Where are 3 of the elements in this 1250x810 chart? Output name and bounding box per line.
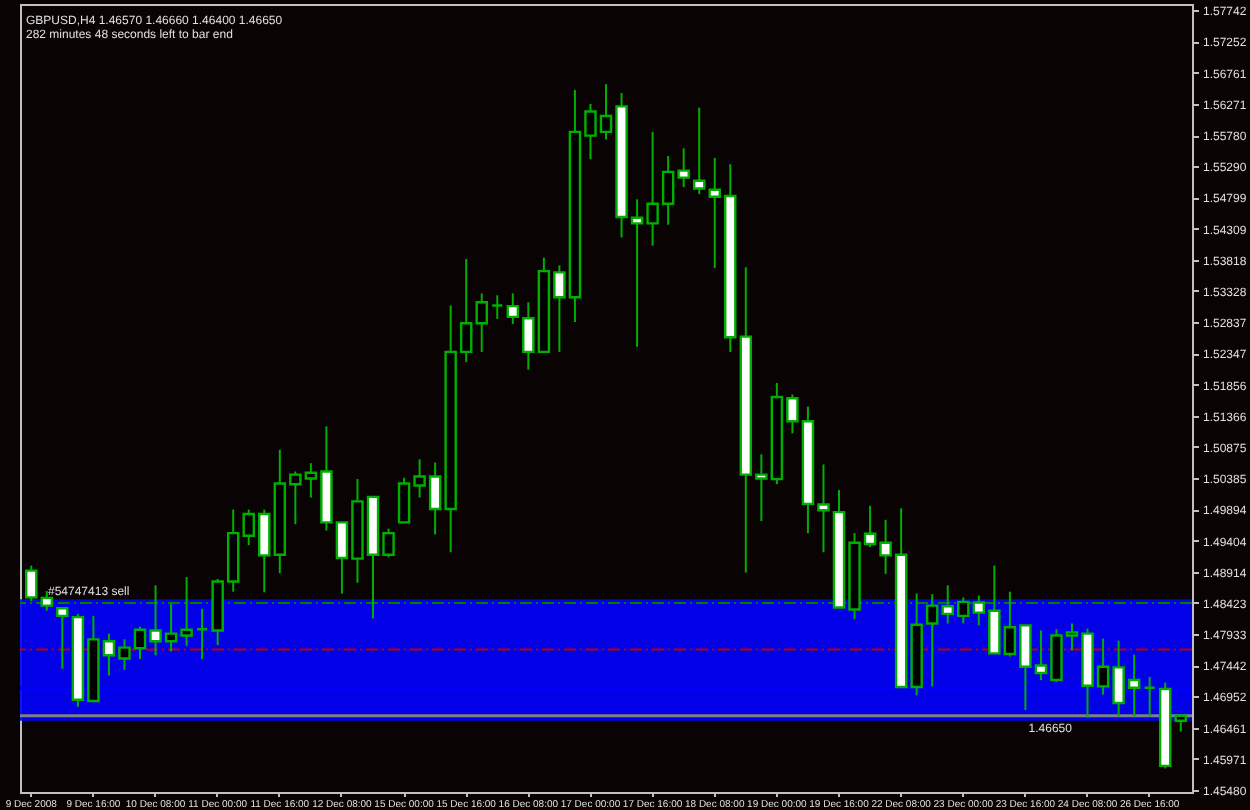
candlestick (491, 294, 504, 320)
candlestick (1143, 675, 1156, 718)
candlestick (195, 607, 209, 661)
